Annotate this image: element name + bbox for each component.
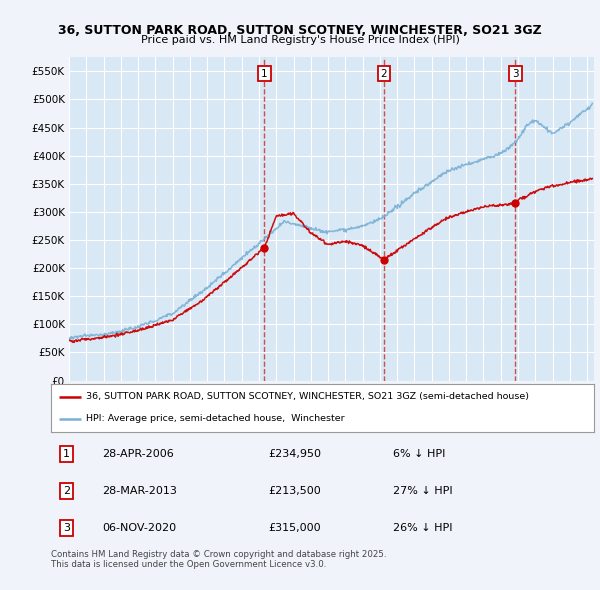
Text: 3: 3 (63, 523, 70, 533)
Text: 26% ↓ HPI: 26% ↓ HPI (393, 523, 452, 533)
Text: HPI: Average price, semi-detached house,  Winchester: HPI: Average price, semi-detached house,… (86, 414, 345, 423)
Text: 2: 2 (380, 68, 388, 78)
Text: Price paid vs. HM Land Registry's House Price Index (HPI): Price paid vs. HM Land Registry's House … (140, 35, 460, 45)
Text: 28-MAR-2013: 28-MAR-2013 (103, 486, 178, 496)
Text: 36, SUTTON PARK ROAD, SUTTON SCOTNEY, WINCHESTER, SO21 3GZ: 36, SUTTON PARK ROAD, SUTTON SCOTNEY, WI… (58, 24, 542, 37)
Text: £234,950: £234,950 (268, 449, 321, 459)
Text: 27% ↓ HPI: 27% ↓ HPI (393, 486, 453, 496)
Text: 28-APR-2006: 28-APR-2006 (103, 449, 175, 459)
Text: 3: 3 (512, 68, 519, 78)
Text: 1: 1 (261, 68, 268, 78)
Text: £315,000: £315,000 (268, 523, 321, 533)
Text: 36, SUTTON PARK ROAD, SUTTON SCOTNEY, WINCHESTER, SO21 3GZ (semi-detached house): 36, SUTTON PARK ROAD, SUTTON SCOTNEY, WI… (86, 392, 529, 401)
Text: Contains HM Land Registry data © Crown copyright and database right 2025.
This d: Contains HM Land Registry data © Crown c… (51, 550, 386, 569)
Text: 1: 1 (63, 449, 70, 459)
Text: 6% ↓ HPI: 6% ↓ HPI (393, 449, 445, 459)
Text: 06-NOV-2020: 06-NOV-2020 (103, 523, 177, 533)
Text: 2: 2 (62, 486, 70, 496)
Text: £213,500: £213,500 (268, 486, 321, 496)
